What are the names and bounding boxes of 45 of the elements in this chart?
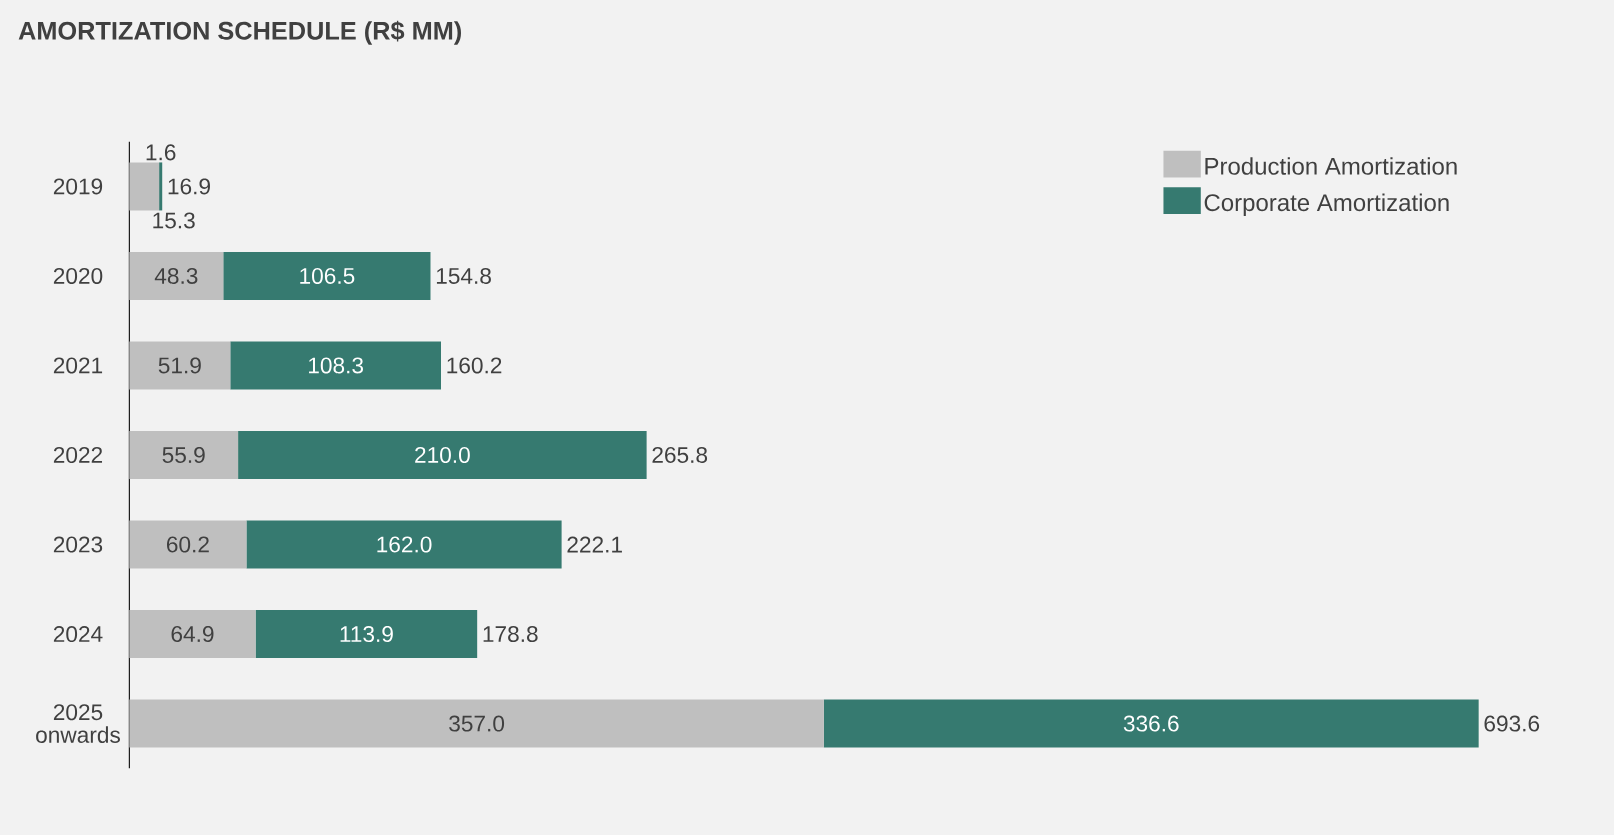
bar <box>129 431 239 479</box>
y-tick-label: 2019 <box>53 178 103 195</box>
data-label: 55.9 <box>162 446 205 464</box>
total-label: 265.8 <box>652 446 708 464</box>
data-label: 15.3 <box>153 212 195 229</box>
data-label: 64.9 <box>171 626 214 643</box>
y-tick-label: 2024 <box>53 626 103 643</box>
legend-label: Corporate Amortization <box>1204 193 1449 216</box>
total-label: 160.2 <box>447 357 502 374</box>
y-tick-label: 2020 <box>53 267 103 284</box>
bar <box>238 431 647 479</box>
y-tick-label: 2025 onwards <box>36 704 120 743</box>
data-label: 162.0 <box>377 536 432 553</box>
bar <box>129 699 824 748</box>
bar <box>159 162 163 211</box>
data-label: 106.5 <box>300 267 355 284</box>
total-label: 154.8 <box>436 267 491 284</box>
total-label: 693.6 <box>1484 715 1540 732</box>
data-label: 113.9 <box>340 626 393 643</box>
y-tick-label: 2022 <box>53 446 103 464</box>
y-tick-label: 2023 <box>53 536 103 553</box>
legend-label: Production Amortization <box>1205 157 1457 175</box>
bar <box>129 162 160 211</box>
bar <box>129 341 231 390</box>
y-tick-label: 2021 <box>53 357 103 374</box>
data-label: 48.3 <box>154 267 198 284</box>
bar <box>129 251 224 300</box>
total-label: 222.1 <box>567 536 622 553</box>
bar <box>129 520 247 569</box>
data-label: 51.9 <box>158 357 201 374</box>
total-label: 178.8 <box>483 626 538 643</box>
data-label: 1.6 <box>146 144 176 161</box>
data-label: 60.2 <box>166 536 209 553</box>
data-label: 357.0 <box>449 715 505 732</box>
bar <box>129 610 256 659</box>
bar <box>246 520 562 569</box>
data-label: 336.6 <box>1123 715 1179 732</box>
bar <box>230 341 441 390</box>
data-label: 108.3 <box>309 357 364 374</box>
bar <box>223 251 431 300</box>
data-label: 210.0 <box>415 446 470 464</box>
chart-title: AMORTIZATION SCHEDULE (R$ MM) <box>18 20 462 45</box>
bar <box>255 610 478 659</box>
bar <box>823 699 1479 748</box>
total-label: 16.9 <box>168 178 210 195</box>
